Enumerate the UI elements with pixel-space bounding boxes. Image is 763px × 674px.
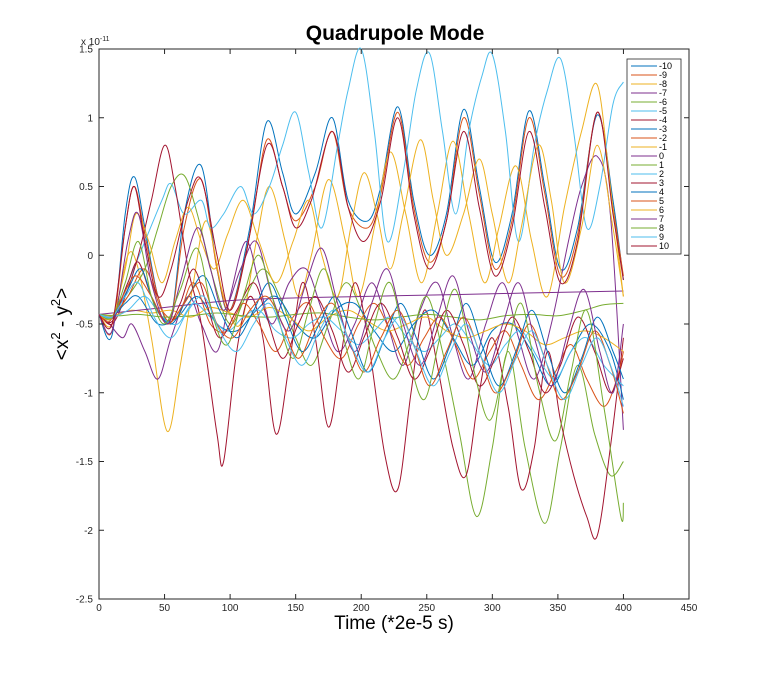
y-axis-label-sup1: 2: [48, 332, 63, 339]
legend-label: -7: [659, 88, 667, 98]
y-tick-label: -2.5: [76, 595, 94, 606]
legend-label: -2: [659, 133, 667, 143]
legend-label: -1: [659, 142, 667, 152]
legend-label: -6: [659, 97, 667, 107]
x-tick-label: 200: [353, 603, 370, 614]
series-line-17: [98, 211, 624, 394]
y-axis-label: <x2 - y2>: [48, 288, 73, 361]
x-tick-label: 50: [159, 603, 171, 614]
legend-label: -9: [659, 70, 667, 80]
legend-label: 8: [659, 223, 664, 233]
y-tick-label: 1: [87, 113, 93, 124]
legend-label: 6: [659, 205, 664, 215]
x-tick-label: 0: [96, 603, 102, 614]
series-line-12: [98, 295, 624, 387]
y-axis-label-sup2: 2: [48, 299, 63, 306]
y-axis-label-end: >: [52, 288, 73, 299]
x-tick-label: 450: [681, 603, 698, 614]
y-tick-label: -0.5: [76, 320, 94, 331]
legend-label: -10: [659, 61, 672, 71]
y-axis-exponent: x 10-11: [81, 36, 110, 48]
series-line-15: [98, 275, 624, 414]
series-line-18: [98, 240, 624, 522]
legend-label: 0: [659, 151, 664, 161]
y-tick-label: 0: [87, 251, 93, 262]
x-axis-label: Time (*2e-5 s): [334, 613, 454, 634]
series-line-14: [98, 268, 624, 394]
legend-label: -8: [659, 79, 667, 89]
y-tick-label: 0.5: [79, 182, 93, 193]
legend-label: 5: [659, 196, 664, 206]
legend-label: 4: [659, 187, 664, 197]
y-axis-label-base: <x: [52, 339, 73, 360]
x-tick-label: 250: [418, 603, 435, 614]
x-tick-label: 300: [484, 603, 501, 614]
legend-label: -4: [659, 115, 667, 125]
series-line-20: [98, 111, 624, 330]
plot-area: [98, 48, 690, 600]
series-layer: [98, 47, 624, 540]
y-axis-label-mid: - y: [52, 306, 73, 333]
legend-label: 2: [659, 169, 664, 179]
series-line-19: [98, 281, 624, 407]
chart-title: Quadrupole Mode: [306, 22, 485, 45]
y-axis-exponent-base: x 10: [81, 37, 100, 48]
legend-label: 3: [659, 178, 664, 188]
axes-layer: 0 50 100 150 200 250 300 350 400 450-2.5-2-1.5-1-…: [76, 45, 698, 615]
legend-label: 9: [659, 232, 664, 242]
series-line-5: [98, 47, 624, 320]
x-tick-label: 150: [287, 603, 304, 614]
x-tick-label: 350: [550, 603, 567, 614]
legend-label: -5: [659, 106, 667, 116]
legend-label: 10: [659, 241, 669, 251]
y-tick-label: -2: [84, 526, 93, 537]
y-tick-label: -1: [84, 388, 93, 399]
legend-label: 1: [659, 160, 664, 170]
legend-label: -3: [659, 124, 667, 134]
y-tick-label: -1.5: [76, 457, 94, 468]
legend-label: 7: [659, 214, 664, 224]
series-line-10: [98, 290, 624, 315]
x-tick-label: 400: [615, 603, 632, 614]
series-line-16: [98, 139, 624, 321]
x-tick-label: 100: [222, 603, 239, 614]
y-tick-label: 1.5: [79, 45, 93, 56]
series-line-8: [98, 268, 624, 408]
y-axis-exponent-power: -11: [100, 36, 110, 43]
